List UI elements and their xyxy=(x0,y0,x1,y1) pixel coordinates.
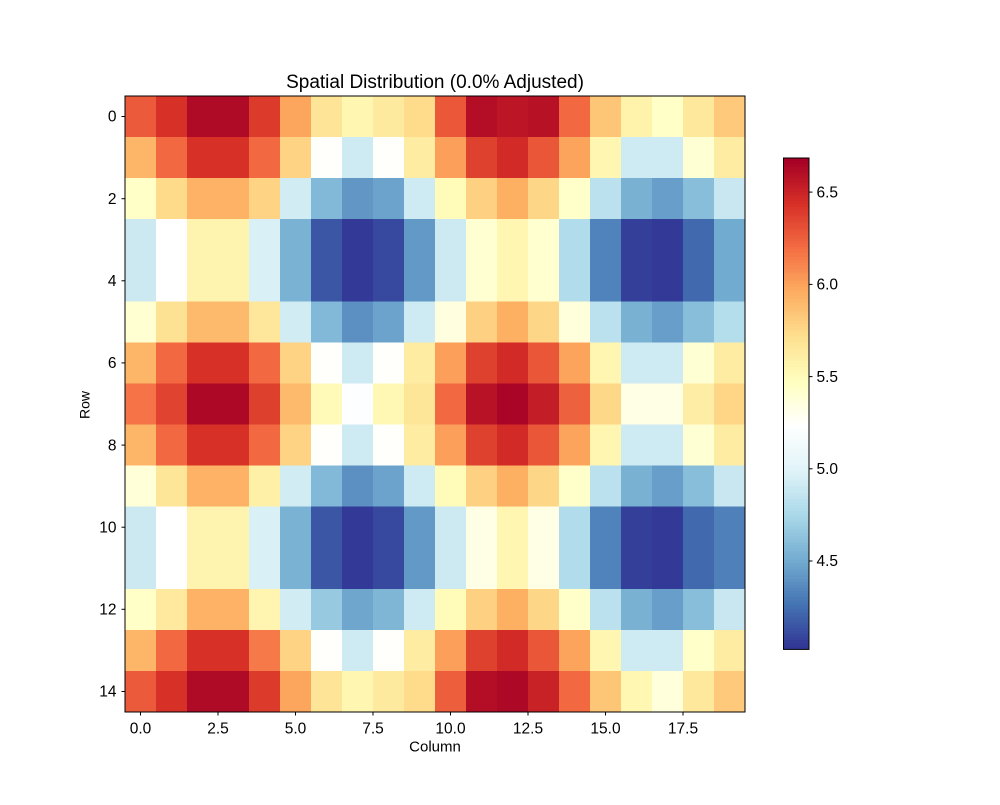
svg-text:8: 8 xyxy=(108,437,117,454)
svg-text:14: 14 xyxy=(99,684,117,701)
svg-text:0.0: 0.0 xyxy=(130,721,152,738)
svg-text:4: 4 xyxy=(108,273,117,290)
svg-text:12: 12 xyxy=(99,602,116,619)
svg-text:5.0: 5.0 xyxy=(817,461,839,478)
svg-text:2.5: 2.5 xyxy=(207,721,229,738)
svg-text:5.0: 5.0 xyxy=(285,721,307,738)
svg-text:17.5: 17.5 xyxy=(668,721,698,738)
svg-text:2: 2 xyxy=(108,191,117,208)
svg-text:10: 10 xyxy=(99,519,117,536)
svg-text:4.5: 4.5 xyxy=(817,553,839,570)
svg-text:7.5: 7.5 xyxy=(362,721,384,738)
svg-text:Column: Column xyxy=(409,739,461,756)
svg-text:6.5: 6.5 xyxy=(817,184,839,201)
svg-text:6: 6 xyxy=(108,355,117,372)
svg-text:5.5: 5.5 xyxy=(817,369,839,386)
svg-text:Spatial Distribution (0.0% Adj: Spatial Distribution (0.0% Adjusted) xyxy=(286,72,584,93)
svg-text:12.5: 12.5 xyxy=(513,721,543,738)
svg-text:6.0: 6.0 xyxy=(817,277,839,294)
svg-text:Row: Row xyxy=(77,390,93,419)
svg-text:10.0: 10.0 xyxy=(435,721,466,738)
svg-text:0: 0 xyxy=(108,109,117,126)
svg-text:15.0: 15.0 xyxy=(590,721,621,738)
